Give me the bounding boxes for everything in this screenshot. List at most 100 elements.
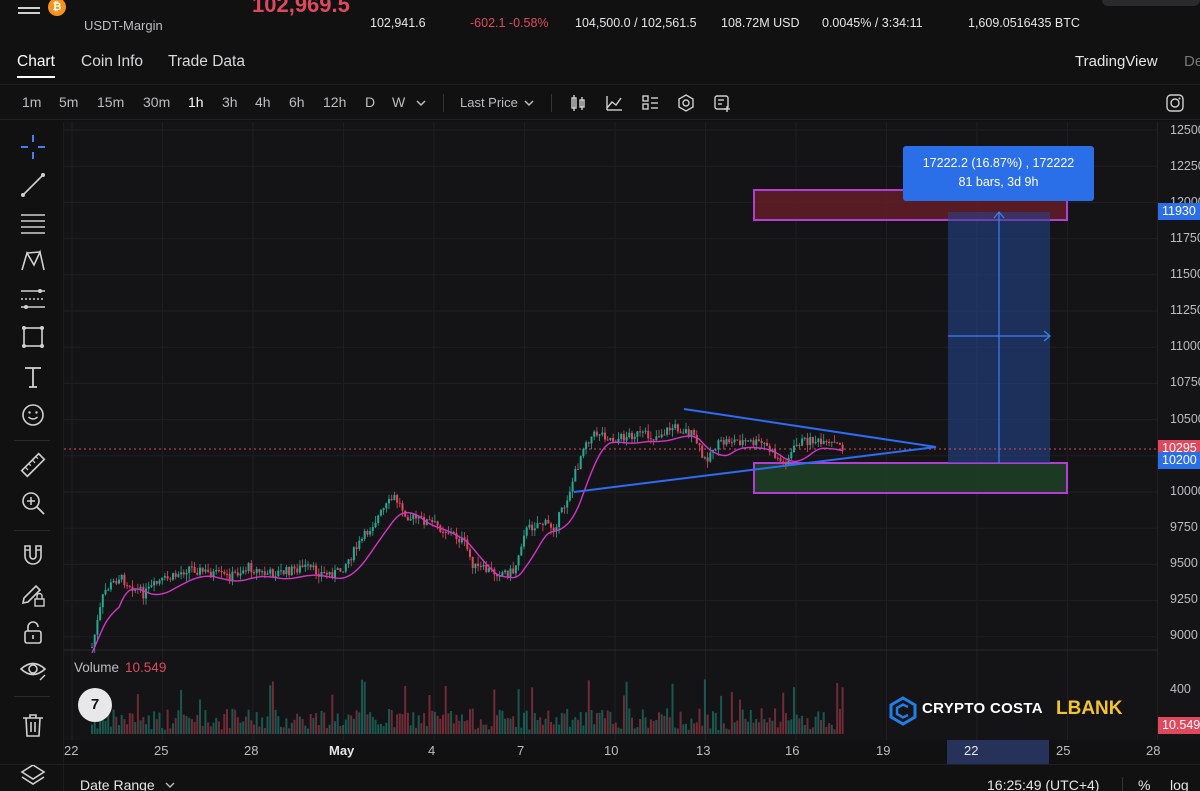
candle-body xyxy=(231,571,234,582)
top-action-button[interactable] xyxy=(1102,0,1200,6)
ruler-icon[interactable] xyxy=(20,452,46,478)
horizontal-lines-icon[interactable] xyxy=(20,210,46,236)
timeframe-d[interactable]: D xyxy=(365,94,376,110)
tradingview-logo[interactable]: 7 xyxy=(78,688,112,722)
candle-body xyxy=(323,571,326,573)
volume-bar xyxy=(828,723,831,734)
screenshot-icon[interactable] xyxy=(1165,93,1185,113)
rectangle-icon[interactable] xyxy=(20,324,46,350)
volume-bar xyxy=(96,728,99,734)
layout-icon[interactable] xyxy=(640,93,660,113)
time-axis[interactable]: 22 25 28 May 4 7 10 13 16 19 22 25 28 xyxy=(64,740,1200,764)
tab-chart[interactable]: Chart xyxy=(17,53,55,70)
crosshair-icon[interactable] xyxy=(20,134,46,160)
price-chart[interactable] xyxy=(64,122,1159,740)
y-tick: 11250 xyxy=(1170,303,1200,317)
volume-bar xyxy=(447,713,450,734)
candle-style-icon[interactable] xyxy=(568,93,588,113)
candle-body xyxy=(631,432,633,440)
date-range-button[interactable]: Date Range xyxy=(80,777,155,791)
add-chart-icon[interactable] xyxy=(712,93,732,113)
volume-bar xyxy=(531,687,534,734)
volume-bar xyxy=(641,709,644,734)
volume-bar xyxy=(595,712,598,734)
candle-body xyxy=(182,572,185,575)
trash-icon[interactable] xyxy=(20,712,46,738)
tab-coin-info[interactable]: Coin Info xyxy=(81,53,144,70)
timeframe-6h[interactable]: 6h xyxy=(289,94,305,110)
candle-body xyxy=(274,576,277,578)
timeframe-12h[interactable]: 12h xyxy=(323,94,347,110)
menu-icon[interactable] xyxy=(18,4,40,17)
trend-line-icon[interactable] xyxy=(20,172,46,198)
layers-icon[interactable] xyxy=(20,762,46,788)
candle-body xyxy=(625,437,628,441)
zoom-in-icon[interactable] xyxy=(20,490,46,516)
candle-body xyxy=(806,437,809,446)
candle-body xyxy=(228,573,231,582)
settings-icon[interactable] xyxy=(676,93,696,113)
candle-body xyxy=(774,449,777,458)
candle-body xyxy=(487,568,490,572)
timeframe-1m[interactable]: 1m xyxy=(22,94,42,110)
fib-icon[interactable] xyxy=(20,286,46,312)
price-axis[interactable]: 12500 12250 12000 11750 11500 11250 1100… xyxy=(1157,122,1200,740)
timeframe-3h[interactable]: 3h xyxy=(222,94,238,110)
price-type-select[interactable]: Last Price xyxy=(460,95,518,110)
tab-depth[interactable]: De xyxy=(1184,53,1200,70)
timeframe-w[interactable]: W xyxy=(392,94,406,110)
clock-time[interactable]: 16:25:49 (UTC+4) xyxy=(987,777,1100,791)
log-toggle[interactable]: log xyxy=(1170,777,1189,791)
volume-bar xyxy=(312,717,315,734)
candle-body xyxy=(315,565,318,575)
candle-body xyxy=(744,440,747,442)
text-icon[interactable] xyxy=(20,364,46,390)
volume-bar xyxy=(685,723,687,734)
chart-toolbar: 1m 5m 15m 30m 1h 3h 4h 6h 12h D W Last P… xyxy=(0,84,1200,120)
lock-icon[interactable] xyxy=(20,620,46,646)
volume-bar xyxy=(617,727,620,734)
emoji-icon[interactable] xyxy=(20,402,46,428)
y-tick: 12250 xyxy=(1170,159,1200,173)
high-low: 104,500.0 / 102,561.5 xyxy=(575,16,697,30)
tab-trade-data[interactable]: Trade Data xyxy=(168,53,245,70)
indicator-icon[interactable] xyxy=(604,93,624,113)
candle-body xyxy=(104,589,107,595)
candle-body xyxy=(528,524,531,528)
candle-body xyxy=(223,571,226,574)
candle-body xyxy=(112,580,115,583)
timeframe-30m[interactable]: 30m xyxy=(143,94,171,110)
timeframe-4h[interactable]: 4h xyxy=(255,94,271,110)
volume-bar xyxy=(190,718,193,734)
volume-bar xyxy=(301,719,304,734)
mark-price: 102,941.6 xyxy=(370,16,426,30)
volume-bar xyxy=(236,717,239,734)
chevron-down-icon[interactable] xyxy=(414,96,428,110)
volume-bar xyxy=(147,715,150,734)
triangle-upper-line[interactable] xyxy=(683,408,937,448)
eye-icon[interactable] xyxy=(20,656,46,682)
volume-bar xyxy=(363,681,366,734)
volume-bar xyxy=(436,715,439,734)
percent-toggle[interactable]: % xyxy=(1138,777,1151,791)
timeframe-1h[interactable]: 1h xyxy=(188,94,204,110)
candle-body xyxy=(479,565,482,567)
pencil-lock-icon[interactable] xyxy=(20,582,46,608)
timeframe-15m[interactable]: 15m xyxy=(97,94,125,110)
chart-canvas[interactable] xyxy=(64,122,1159,740)
pattern-icon[interactable] xyxy=(20,248,46,274)
support-zone[interactable] xyxy=(753,462,1068,494)
timeframe-5m[interactable]: 5m xyxy=(59,94,79,110)
chevron-down-icon[interactable] xyxy=(164,779,176,791)
volume-bar xyxy=(741,709,744,734)
volume-bar xyxy=(139,720,142,734)
chevron-down-icon[interactable] xyxy=(522,96,536,110)
candle-body xyxy=(720,440,723,442)
volume-bar xyxy=(614,722,617,734)
tab-tradingview[interactable]: TradingView xyxy=(1075,53,1158,70)
volume-bar xyxy=(282,727,285,734)
triangle-lower-line[interactable] xyxy=(573,446,937,493)
volume-bar xyxy=(450,711,453,734)
target-price-flag: 11930 xyxy=(1158,203,1200,220)
magnet-icon[interactable] xyxy=(20,542,46,568)
